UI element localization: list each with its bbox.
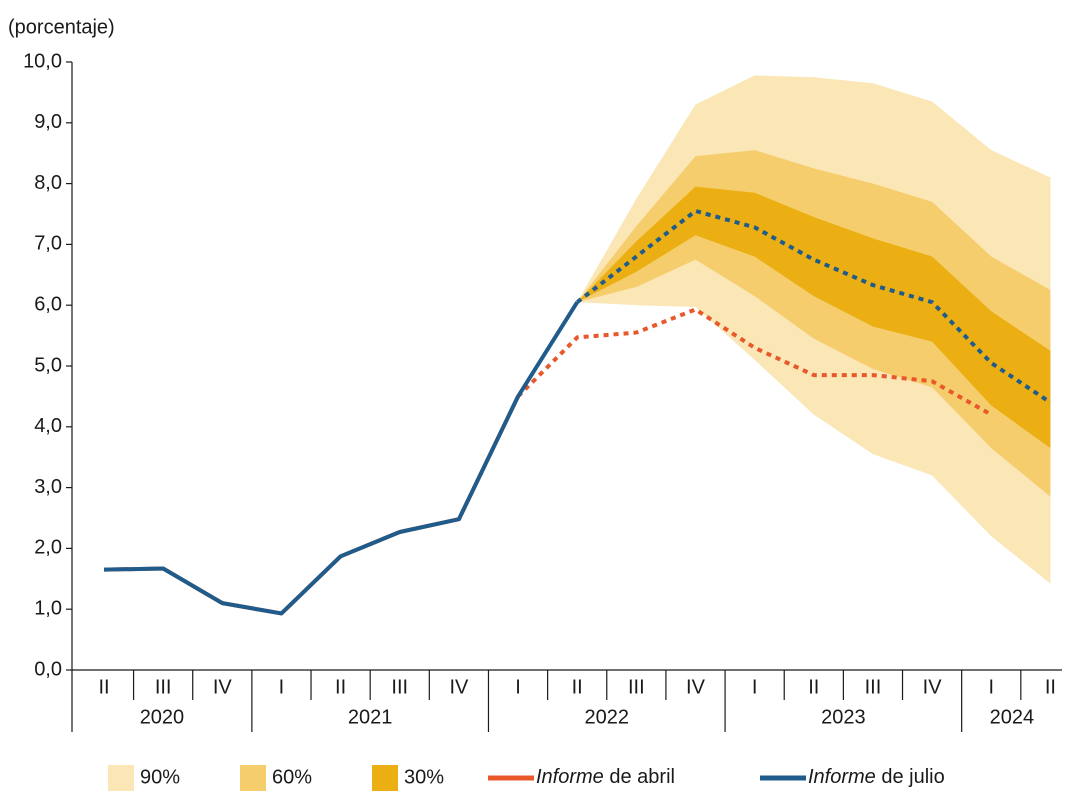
legend-label: Informe de abril (536, 766, 675, 788)
year-label: 2024 (990, 706, 1035, 728)
x-tick-label: I (752, 676, 758, 698)
legend-label: 90% (140, 766, 180, 788)
x-tick-label: IV (686, 676, 706, 698)
x-tick-label: I (988, 676, 994, 698)
y-tick-label: 2,0 (34, 537, 62, 559)
y-tick-label: 1,0 (34, 597, 62, 619)
x-tick-label: III (865, 676, 882, 698)
y-tick-label: 3,0 (34, 476, 62, 498)
line-solid (103, 301, 579, 616)
x-tick-label: II (335, 676, 346, 698)
legend-swatch (372, 765, 398, 791)
x-tick-label: III (391, 676, 408, 698)
y-axis-label: (porcentaje) (8, 16, 115, 38)
x-tick-label: II (572, 676, 583, 698)
y-tick-label: 10,0 (23, 50, 62, 72)
y-tick-label: 6,0 (34, 293, 62, 315)
legend-swatch (240, 765, 266, 791)
y-tick-label: 4,0 (34, 415, 62, 437)
year-label: 2021 (348, 706, 393, 728)
x-tick-label: I (279, 676, 285, 698)
line-solid (103, 395, 520, 616)
year-label: 2023 (821, 706, 866, 728)
x-tick-label: I (515, 676, 521, 698)
x-tick-label: IV (449, 676, 469, 698)
year-label: 2020 (140, 706, 185, 728)
fan-band (577, 150, 1051, 497)
y-tick-label: 7,0 (34, 233, 62, 255)
y-tick-label: 5,0 (34, 354, 62, 376)
x-tick-label: II (98, 676, 109, 698)
y-tick-label: 8,0 (34, 172, 62, 194)
y-tick-label: 0,0 (34, 658, 62, 680)
legend-label: 30% (404, 766, 444, 788)
legend-label: 60% (272, 766, 312, 788)
x-tick-label: II (1045, 676, 1056, 698)
line-dotted (516, 307, 993, 417)
x-tick-label: III (628, 676, 645, 698)
fan-band (577, 186, 1051, 449)
x-tick-label: II (808, 676, 819, 698)
y-tick-label: 9,0 (34, 111, 62, 133)
year-label: 2022 (585, 706, 630, 728)
legend-swatch (108, 765, 134, 791)
x-tick-label: IV (213, 676, 233, 698)
x-tick-label: III (155, 676, 172, 698)
line-dotted (575, 208, 1052, 405)
legend-label: Informe de julio (808, 766, 945, 788)
x-tick-label: IV (923, 676, 943, 698)
